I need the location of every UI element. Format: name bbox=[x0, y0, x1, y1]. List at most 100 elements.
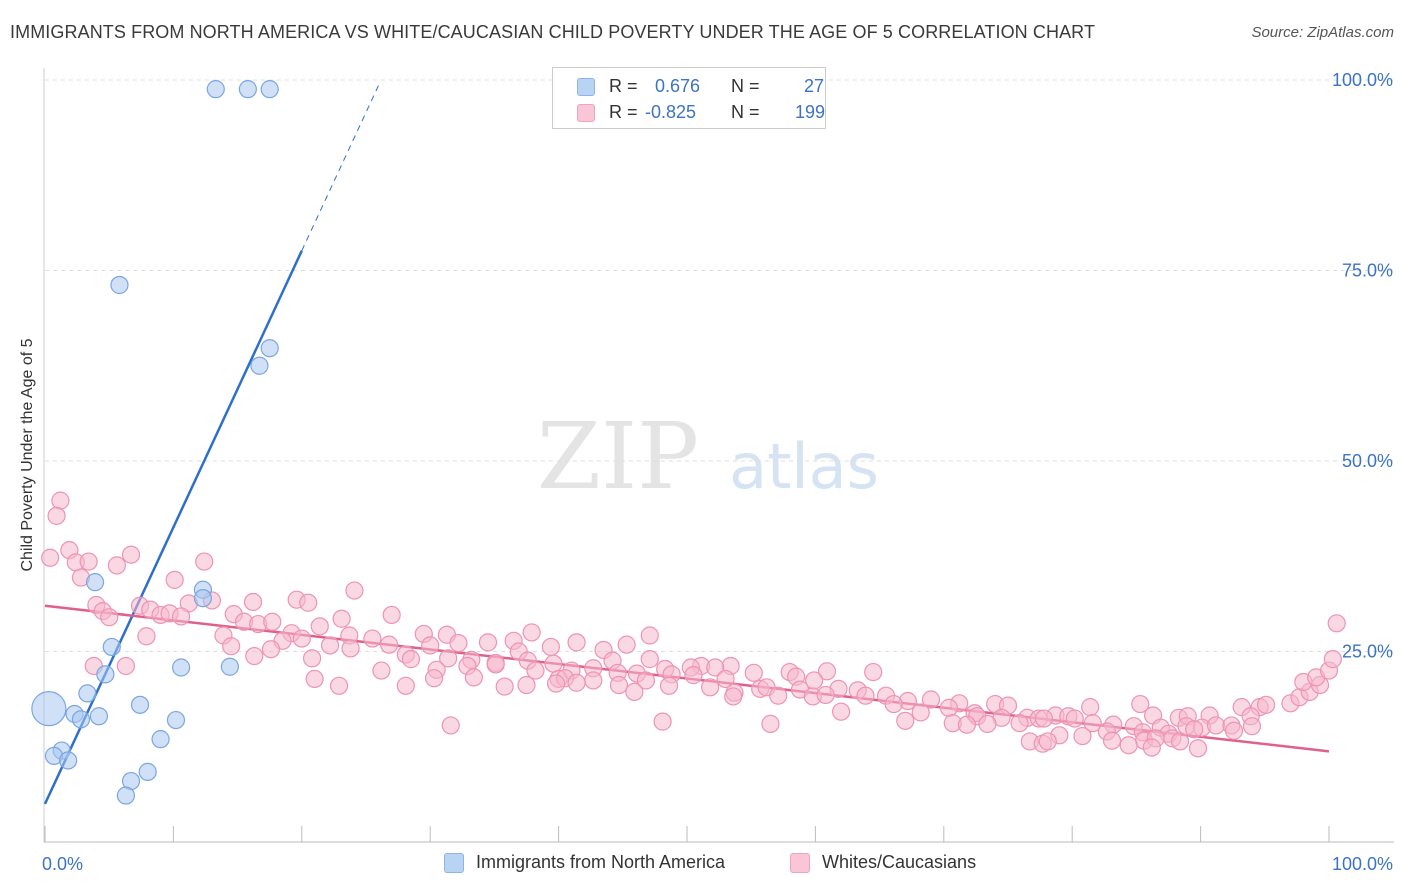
whites-point bbox=[302, 649, 322, 668]
y-tick-label: 100.0% bbox=[1332, 70, 1393, 90]
bottom-legend-swatch-pink bbox=[790, 853, 810, 873]
legend-n-label: N = bbox=[731, 76, 760, 96]
whites-point bbox=[957, 715, 977, 734]
whites-point bbox=[222, 637, 241, 656]
immigrants-point bbox=[102, 637, 121, 657]
whites-point bbox=[1142, 738, 1161, 757]
whites-point bbox=[744, 663, 763, 682]
legend-r-label: R = bbox=[609, 76, 638, 96]
bottom-legend-label: Whites/Caucasians bbox=[822, 852, 977, 872]
data-points bbox=[31, 80, 1346, 805]
whites-point bbox=[541, 637, 560, 657]
whites-point bbox=[640, 650, 659, 669]
whites-point bbox=[1188, 739, 1208, 758]
whites-point bbox=[1224, 721, 1244, 740]
whites-point bbox=[546, 674, 566, 693]
whites-point bbox=[921, 690, 941, 709]
whites-point bbox=[380, 635, 399, 654]
legend-r-label: R = bbox=[609, 102, 638, 122]
whites-point bbox=[1119, 736, 1138, 755]
whites-point bbox=[884, 694, 903, 714]
legend-n-value: 27 bbox=[804, 76, 825, 96]
whites-point bbox=[1131, 694, 1150, 714]
whites-point bbox=[51, 491, 70, 510]
whites-point bbox=[310, 617, 329, 636]
whites-point bbox=[401, 650, 421, 669]
y-tick-label: 50.0% bbox=[1342, 451, 1393, 471]
whites-point bbox=[1102, 731, 1122, 750]
whites-point bbox=[1065, 709, 1084, 728]
whites-point bbox=[716, 669, 735, 689]
whites-point bbox=[345, 581, 364, 600]
whites-point bbox=[636, 671, 656, 690]
whites-point bbox=[864, 662, 883, 682]
legend-n-label: N = bbox=[731, 102, 760, 122]
whites-point bbox=[439, 649, 458, 668]
immigrants-point bbox=[260, 339, 279, 358]
whites-point bbox=[47, 506, 66, 525]
whites-point bbox=[831, 702, 851, 721]
whites-point bbox=[816, 685, 835, 705]
whites-point bbox=[522, 623, 541, 642]
whites-point bbox=[1327, 614, 1346, 633]
whites-point bbox=[116, 656, 135, 676]
legend-n-value: 199 bbox=[795, 102, 826, 122]
immigrants-point bbox=[59, 751, 78, 770]
whites-point bbox=[724, 687, 743, 706]
whites-point bbox=[341, 639, 360, 658]
immigrants-point bbox=[89, 707, 109, 726]
whites-point bbox=[526, 661, 545, 680]
whites-point bbox=[1170, 732, 1190, 751]
immigrants-point bbox=[110, 275, 129, 295]
whites-point bbox=[517, 675, 536, 695]
whites-point bbox=[911, 703, 930, 722]
whites-point bbox=[567, 673, 586, 692]
x-tick-label: 0.0% bbox=[42, 854, 83, 874]
whites-point bbox=[243, 592, 263, 612]
whites-point bbox=[263, 612, 282, 631]
whites-point bbox=[486, 655, 505, 674]
whites-point bbox=[261, 640, 281, 659]
whites-point bbox=[544, 654, 563, 673]
whites-point bbox=[1038, 732, 1057, 751]
immigrants-point bbox=[130, 695, 150, 714]
whites-point bbox=[121, 545, 141, 564]
immigrants-point bbox=[85, 573, 105, 592]
whites-point bbox=[495, 677, 514, 696]
immigrants-point bbox=[172, 658, 191, 677]
watermark-zip: ZIP bbox=[537, 403, 699, 510]
chart-title: IMMIGRANTS FROM NORTH AMERICA VS WHITE/C… bbox=[10, 22, 1096, 42]
whites-point bbox=[424, 669, 444, 688]
immigrants-point bbox=[138, 762, 157, 781]
whites-point bbox=[79, 552, 98, 571]
immigrants-trend-line bbox=[43, 250, 303, 805]
whites-point bbox=[441, 716, 460, 735]
whites-point bbox=[1073, 726, 1092, 746]
whites-point bbox=[165, 570, 184, 589]
immigrants-point bbox=[260, 80, 279, 99]
immigrants-point bbox=[151, 730, 170, 749]
zipatlas-watermark: ZIP atlas bbox=[537, 403, 879, 510]
source-label: Source: ZipAtlas.com bbox=[1251, 24, 1394, 41]
whites-point bbox=[245, 646, 264, 666]
whites-point bbox=[653, 712, 672, 731]
immigrants-point bbox=[71, 710, 91, 729]
whites-point bbox=[396, 676, 415, 695]
whites-point bbox=[1185, 720, 1204, 739]
whites-point bbox=[332, 609, 351, 628]
whites-point bbox=[896, 711, 915, 730]
whites-point bbox=[1242, 717, 1262, 736]
immigrants-point bbox=[206, 80, 225, 99]
whites-point bbox=[1256, 695, 1276, 714]
immigrants-point bbox=[31, 691, 67, 727]
legend-swatch-blue bbox=[577, 78, 595, 96]
tick-labels: 25.0% 50.0% 75.0% 100.0% 0.0% 100.0% bbox=[42, 70, 1393, 874]
whites-point bbox=[195, 552, 214, 571]
whites-point bbox=[640, 626, 659, 645]
immigrants-point bbox=[220, 657, 239, 676]
y-tick-label: 25.0% bbox=[1342, 642, 1393, 662]
whites-point bbox=[1034, 709, 1054, 728]
whites-point bbox=[292, 629, 311, 648]
immigrants-point bbox=[250, 356, 269, 375]
